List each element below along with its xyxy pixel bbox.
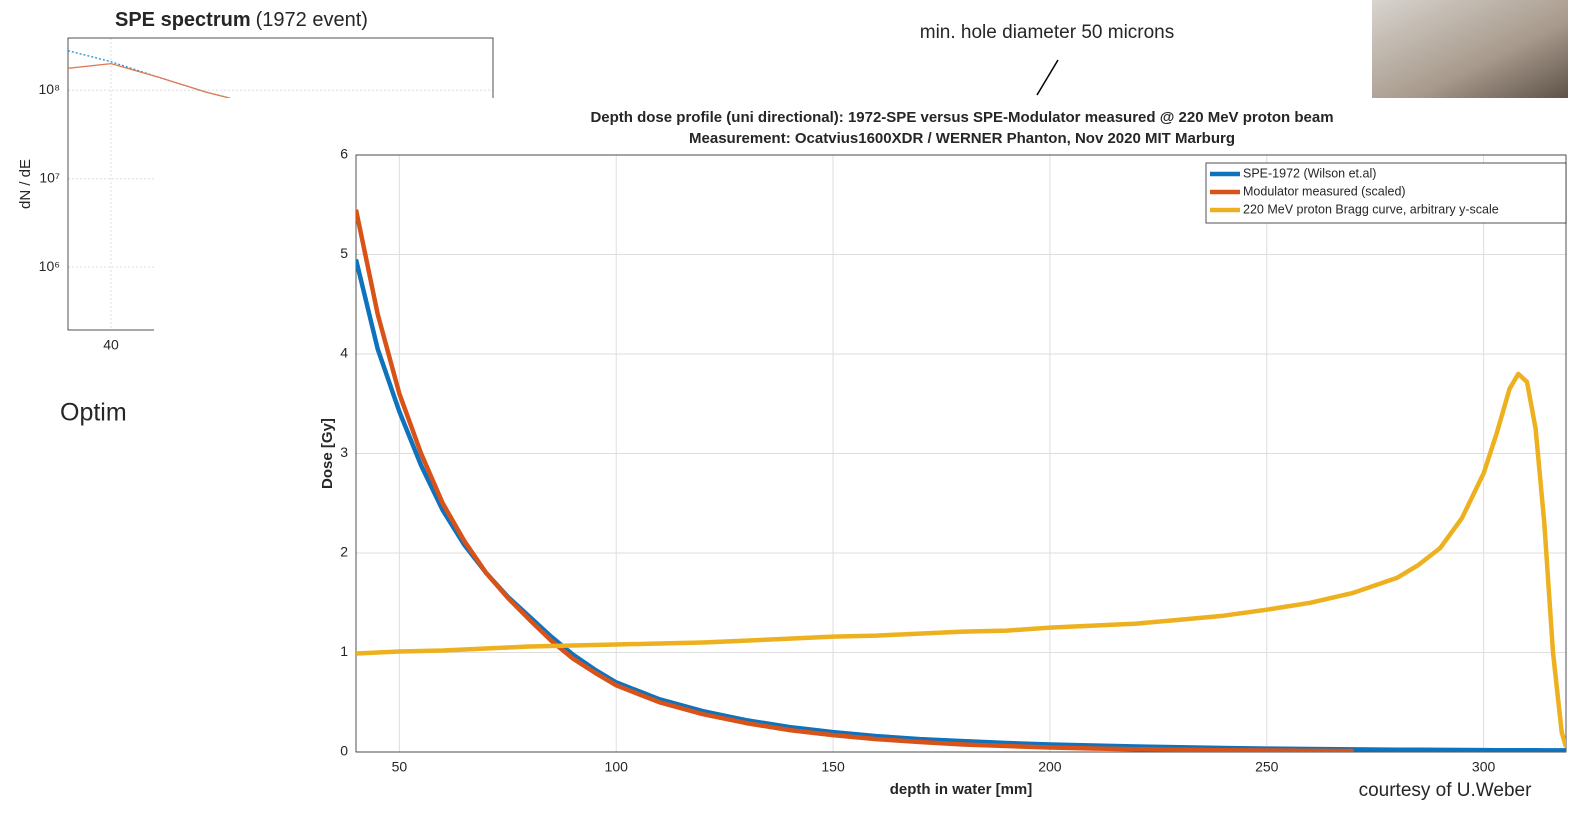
annotation-pointer: [1036, 59, 1059, 96]
y-tick-label: 4: [340, 345, 348, 361]
chart-subtitle: Measurement: Ocatvius1600XDR / WERNER Ph…: [689, 130, 1235, 147]
legend-label: 220 MeV proton Bragg curve, arbitrary y-…: [1243, 202, 1499, 216]
y-tick-label: 3: [340, 444, 348, 460]
legend-label: SPE-1972 (Wilson et.al): [1243, 166, 1376, 180]
y-tick-label: 2: [340, 544, 348, 560]
y-axis-label: dN / dE: [17, 159, 34, 209]
x-tick-label: 50: [392, 759, 408, 775]
y-tick-label: 10⁸: [39, 81, 61, 97]
chart-title: SPE spectrum (1972 event): [115, 9, 368, 31]
y-tick-label: 1: [340, 643, 348, 659]
x-tick-label: 300: [1472, 759, 1496, 775]
y-tick-label: 10⁷: [39, 169, 60, 185]
y-axis-label: Dose [Gy]: [319, 418, 336, 489]
series-line: [68, 62, 231, 99]
x-tick-label: 150: [821, 759, 845, 775]
y-tick-label: 6: [340, 146, 348, 162]
x-axis-label: depth in water [mm]: [890, 781, 1033, 798]
y-tick-label: 5: [340, 245, 348, 261]
title-main: SPE spectrum: [115, 9, 251, 31]
y-tick-label: 10⁶: [39, 258, 60, 274]
y-tick-label: 0: [340, 743, 348, 759]
x-tick-label: 200: [1038, 759, 1062, 775]
series-line: [356, 371, 1566, 748]
legend-box: [1205, 162, 1567, 224]
x-tick-label: 250: [1255, 759, 1279, 775]
plot-frame: [355, 154, 1567, 753]
x-tick-label: 100: [605, 759, 629, 775]
annotation: min. hole diameter 50 microns: [920, 22, 1175, 43]
title-note: (1972 event): [256, 9, 368, 31]
credit: courtesy of U.Weber: [1359, 780, 1533, 801]
photo: [1372, 0, 1568, 98]
x-tick-label: 40: [103, 337, 119, 353]
chart-title: Depth dose profile (uni directional): 19…: [590, 109, 1333, 126]
body-text: Optim: [60, 399, 127, 427]
legend-label: Modulator measured (scaled): [1243, 184, 1406, 198]
series-line: [356, 209, 1354, 752]
